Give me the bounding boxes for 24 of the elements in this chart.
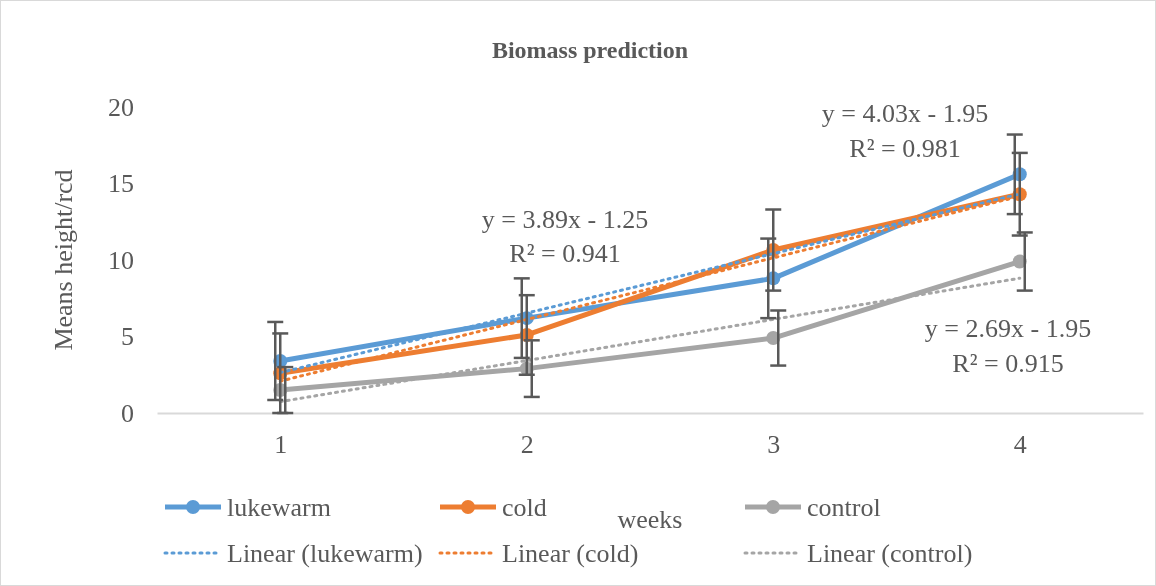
x-tick-label: 2 (520, 430, 534, 460)
chart-title: Biomass prediction (491, 37, 689, 63)
y-tick-label: 0 (121, 398, 134, 428)
x-tick-label: 1 (274, 430, 288, 460)
legend-label: cold (502, 493, 547, 522)
annotation: R² = 0.915 (952, 349, 1064, 378)
legend-label: lukewarm (227, 493, 331, 522)
legend-label: control (807, 493, 881, 522)
annotation: y = 3.89x - 1.25 (481, 205, 649, 234)
x-axis-title: weeks (617, 505, 683, 534)
x-tick-label: 4 (1013, 430, 1027, 460)
legend-label: Linear (lukewarm) (227, 539, 423, 568)
y-tick-label: 5 (121, 322, 134, 352)
annotation: y = 2.69x - 1.95 (924, 314, 1092, 343)
y-tick-label: 20 (108, 92, 134, 122)
y-axis-title: Means height/rcd (49, 169, 78, 351)
annotation: R² = 0.941 (509, 239, 621, 268)
legend-label: Linear (control) (807, 539, 973, 568)
annotation: R² = 0.981 (849, 134, 961, 163)
x-tick-label: 3 (767, 430, 781, 460)
annotation: y = 4.03x - 1.95 (821, 99, 989, 128)
y-tick-label: 10 (108, 245, 134, 275)
legend-label: Linear (cold) (502, 539, 639, 568)
y-tick-label: 15 (108, 169, 134, 199)
